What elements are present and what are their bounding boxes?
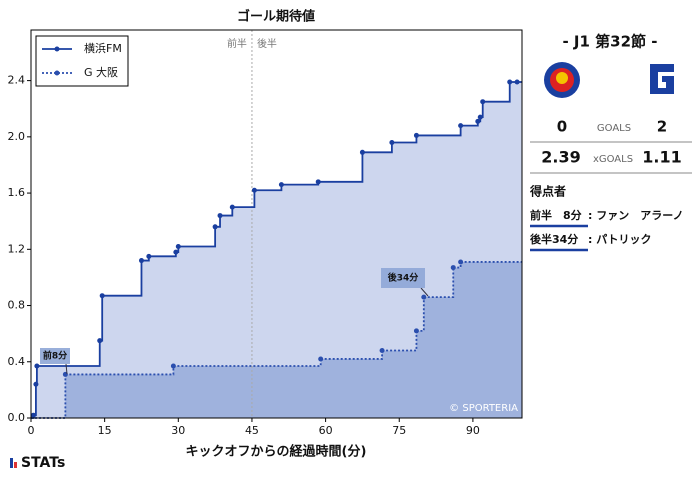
step-segment [416,125,462,137]
step-segment [215,215,221,228]
home-crest [544,62,580,98]
legend-label: G 大阪 [84,65,118,79]
annotation: 前8分 [43,350,67,362]
crest-shape [650,64,674,94]
x-tick-label: 15 [98,424,112,437]
chart-title: ゴール期待値 [237,9,315,25]
step-segment [35,365,38,386]
away-crest [650,64,674,94]
step-segment [65,365,175,376]
step-segment [320,350,383,360]
y-tick-label: 0.0 [8,411,26,424]
stats-logo: STATs [10,455,65,471]
legend-dot [54,46,60,52]
away-goals: 2 [657,118,667,136]
x-tick-label: 90 [466,424,480,437]
x-axis-label: キックオフからの経過時間(分) [186,444,367,460]
series-line [30,79,522,419]
legend-box [35,35,129,87]
scorer-time: 後半34分 [530,232,578,246]
y-tick-label: 1.6 [8,186,26,199]
goals-label: GOALS [597,123,631,134]
step-segment [362,142,393,154]
logo-text: STATs [21,455,65,471]
logo-bar [14,462,17,468]
scorer-name: : パトリック [588,233,652,246]
y-tick-label: 2.4 [8,74,26,87]
y-tick-label: 2.0 [8,130,26,143]
scorers-title: 得点者 [529,184,566,199]
half-label: 後半 [257,37,277,50]
logo-bar [10,458,13,468]
home-xg: 2.39 [541,148,580,167]
step-segment [33,384,37,417]
y-tick-label: 0.8 [8,299,26,312]
crest-shape [556,72,568,84]
legend-dot [54,70,60,76]
half-label: 前半 [227,37,247,50]
x-tick-label: 0 [28,424,35,437]
step-segment [423,267,455,299]
x-tick-label: 45 [245,424,259,437]
away-xg: 1.11 [642,148,681,167]
x-tick-label: 60 [319,424,333,437]
annotation-arrow [420,287,429,297]
step-segment [482,82,511,103]
legend: 横浜FM G 大阪 [35,35,129,87]
step-segment [178,226,217,248]
step-segment [480,101,484,119]
home-goals: 0 [557,118,567,136]
scorer-name: : ファン アラーノ [588,209,684,222]
match-round: - J1 第32節 - [562,33,657,51]
annotation: 後34分 [388,272,419,284]
step-segment [173,358,322,367]
event-dot [507,79,513,85]
x-tick-label: 30 [171,424,185,437]
annotation-box [381,268,425,288]
series-line [31,259,522,419]
step-segment [102,260,143,297]
annotation-arrow [65,363,68,375]
step-segment [220,207,234,217]
xg-label: xGOALS [593,154,633,165]
area-fill [31,261,522,418]
legend-label: 横浜FM [84,41,122,55]
y-tick-label: 1.2 [8,242,26,255]
step-segment [99,295,104,342]
area-fill [31,82,522,418]
step-segment [318,152,364,183]
x-tick-label: 75 [392,424,406,437]
scorer-time: 前半 8分 [530,208,582,222]
step-segment [36,340,101,367]
credit: © SPORTERIA [449,403,518,414]
plot-frame [30,29,523,419]
y-tick-label: 0.4 [8,355,26,368]
annotation-box [40,348,70,364]
step-segment [232,190,256,209]
step-segment [416,297,425,332]
